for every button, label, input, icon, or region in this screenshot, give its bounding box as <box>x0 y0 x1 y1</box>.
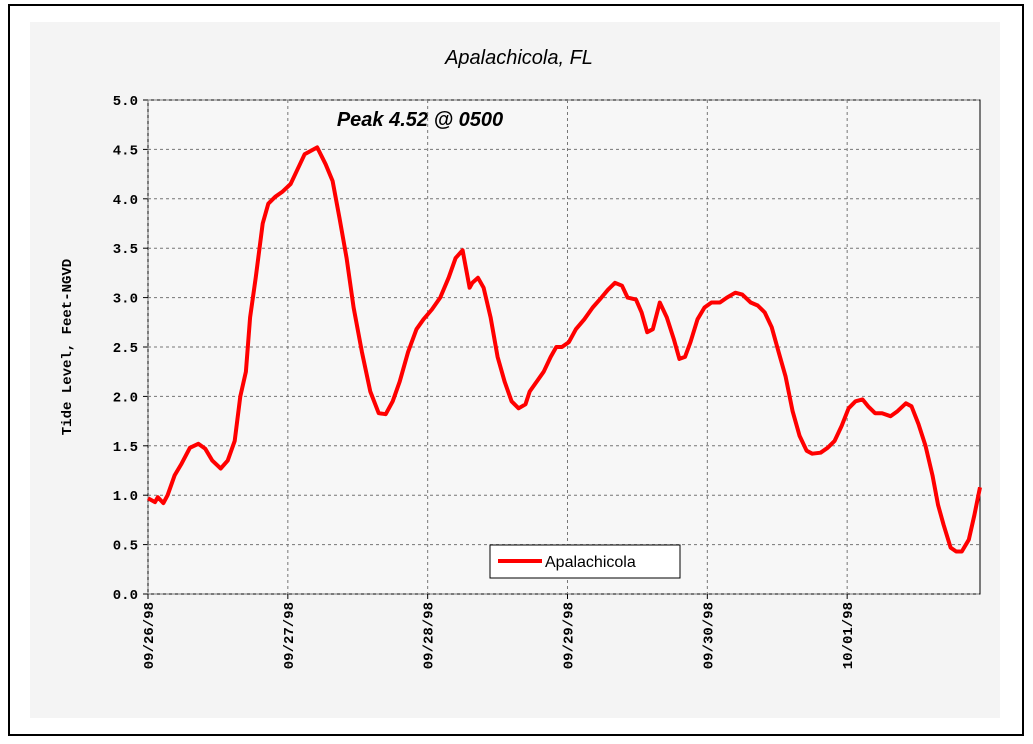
y-tick-label: 4.5 <box>113 143 138 159</box>
chart-title: Apalachicola, FL <box>444 47 593 69</box>
y-tick-label: 5.0 <box>113 94 138 110</box>
legend-label: Apalachicola <box>545 554 636 571</box>
y-tick-label: 0.5 <box>113 539 138 555</box>
x-tick-label: 10/01/98 <box>841 602 857 669</box>
line <box>147 145 982 554</box>
x-tick-label: 09/28/98 <box>422 602 438 669</box>
x-tick-label: 09/30/98 <box>701 602 717 669</box>
y-tick-label: 4.0 <box>113 193 138 209</box>
annotation: Peak 4.52 @ 0500 <box>337 109 503 131</box>
y-tick-label: 3.5 <box>113 242 138 258</box>
y-tick-label: 0.0 <box>113 588 138 604</box>
y-tick-label: 1.5 <box>113 440 138 456</box>
y-tick-label: 2.5 <box>113 341 138 357</box>
x-tick-label: 09/26/98 <box>142 602 158 669</box>
y-tick-label: 3.0 <box>113 292 138 308</box>
y-axis-label: Tide Level, Feet-NGVD <box>60 259 76 435</box>
y-tick-label: 1.0 <box>113 489 138 505</box>
x-tick-label: 09/27/98 <box>282 602 298 669</box>
y-tick-label: 2.0 <box>113 390 138 406</box>
x-tick-label: 09/29/98 <box>561 602 577 669</box>
